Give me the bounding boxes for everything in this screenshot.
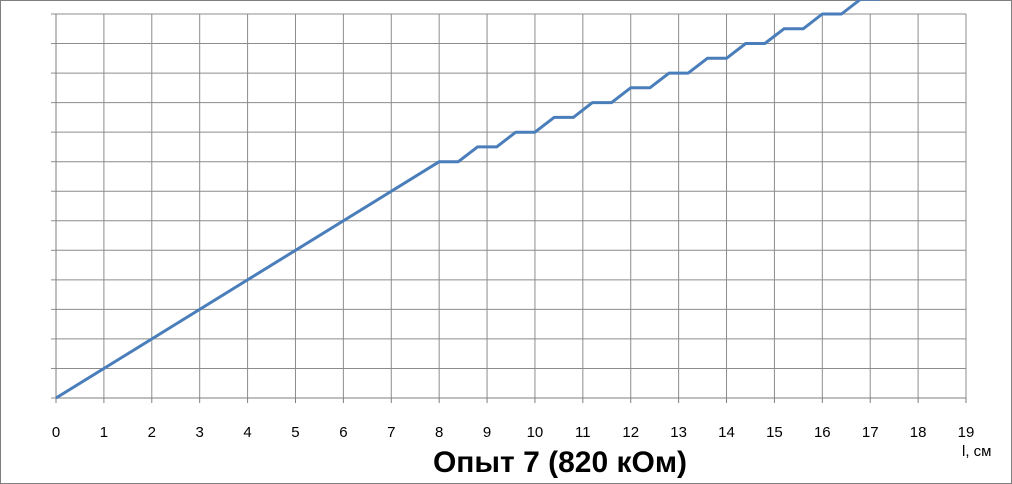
x-tick-label: 18 (910, 424, 927, 441)
x-tick-label: 6 (339, 424, 347, 441)
x-tick-label: 7 (387, 424, 395, 441)
x-axis-label: l, см (962, 443, 991, 460)
x-tick-label: 5 (291, 424, 299, 441)
x-tick-label: 14 (718, 424, 735, 441)
x-tick-label: 2 (148, 424, 156, 441)
x-tick-label: 11 (575, 424, 591, 441)
x-tick-label: 17 (862, 424, 879, 441)
series-line (55, 0, 880, 400)
x-tick-label: 8 (435, 424, 443, 441)
x-tick-label: 3 (196, 424, 204, 441)
chart-title: Опыт 7 (820 кОм) (433, 446, 687, 479)
x-tick-label: 1 (100, 424, 108, 441)
x-tick-label: 13 (670, 424, 687, 441)
x-tick-labels: 0 1 2 3 4 5 6 7 8 9 10 11 12 13 14 15 16 17 18 19 (52, 424, 975, 441)
x-tick-label: 9 (483, 424, 491, 441)
x-tick-label: 0 (52, 424, 60, 441)
x-tick-label: 19 (958, 424, 975, 441)
x-tick-label: 10 (527, 424, 544, 441)
x-tick-label: 12 (622, 424, 639, 441)
x-tick-label: 15 (766, 424, 783, 441)
gridlines (51, 13, 967, 403)
x-tick-label: 4 (243, 424, 251, 441)
x-tick-label: 16 (814, 424, 831, 441)
series-layer (55, 0, 880, 400)
